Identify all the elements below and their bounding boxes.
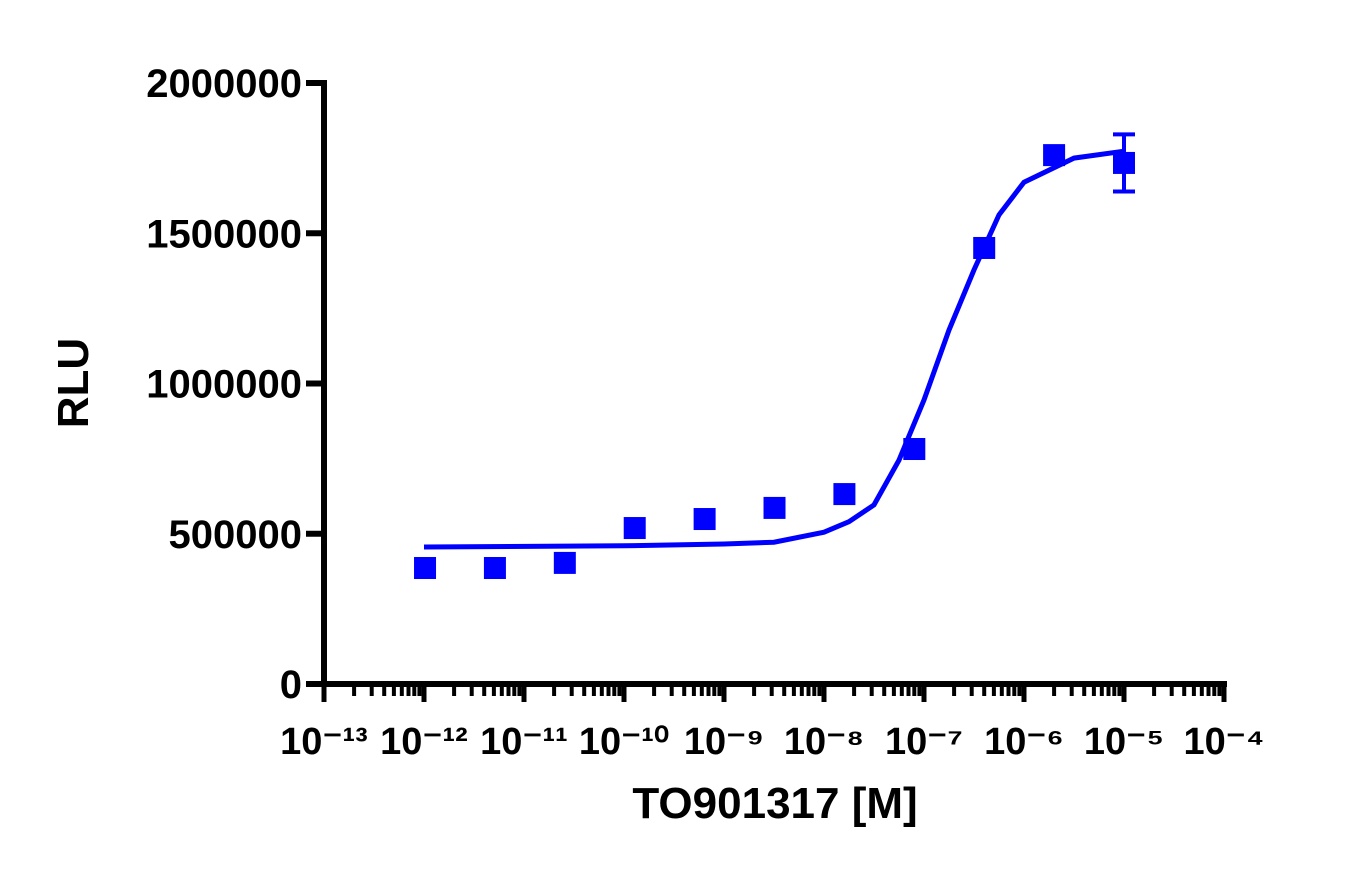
x-tick-label: 10⁻⁹ [684,721,764,763]
data-point [414,557,437,580]
x-tick-label: 10⁻¹³ [280,721,368,763]
data-point [623,517,646,540]
data-point [833,483,856,506]
data-point [1043,144,1066,167]
x-tick-label: 10⁻¹¹ [480,721,568,763]
data-point [693,508,716,531]
x-tick-label: 10⁻⁵ [1084,721,1164,763]
x-tick-label: 10⁻⁶ [984,721,1064,763]
y-tick-label: 1500000 [146,212,302,256]
x-axis-label: TO901317 [M] [632,779,917,828]
x-tick-label: 10⁻¹² [380,721,468,763]
y-axis-label: RLU [49,338,98,428]
x-tick-label: 10⁻⁸ [784,721,864,763]
x-tick-label: 10⁻⁴ [1183,721,1264,763]
y-tick-label: 1000000 [146,363,302,407]
y-tick-label: 500000 [169,513,302,557]
data-point [553,551,576,574]
data-point [1113,151,1135,174]
data-point [483,557,506,580]
x-tick-label: 10⁻⁷ [885,721,963,763]
y-tick-label: 0 [280,663,302,707]
data-point [903,438,926,461]
fit-curve [423,148,1125,550]
data-point [763,496,786,519]
y-tick-label: 2000000 [146,62,302,106]
x-tick-label: 10⁻¹⁰ [579,721,669,763]
